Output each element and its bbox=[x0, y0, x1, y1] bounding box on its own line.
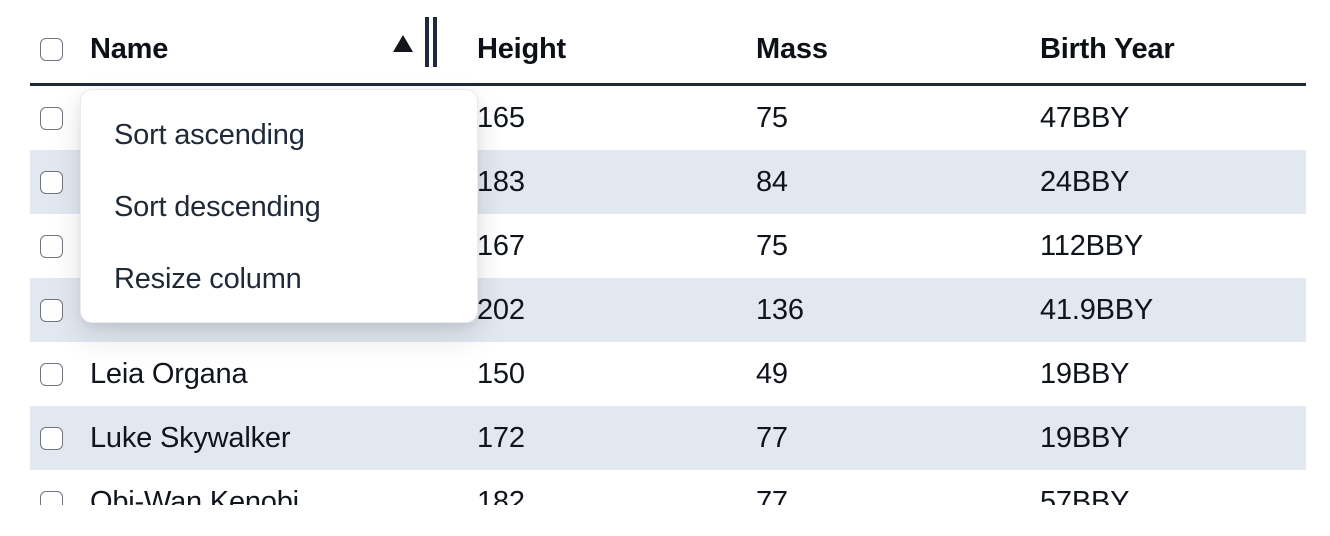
row-checkbox[interactable] bbox=[40, 170, 63, 194]
column-header-name[interactable]: Name bbox=[90, 0, 477, 91]
resize-bar-right bbox=[433, 17, 437, 67]
column-context-menu: Sort ascending Sort descending Resize co… bbox=[80, 89, 478, 323]
sort-ascending-icon bbox=[393, 35, 413, 52]
table-row: Luke Skywalker 172 77 19BBY bbox=[30, 406, 1306, 470]
row-checkbox[interactable] bbox=[40, 234, 63, 258]
cell-mass: 77 bbox=[756, 421, 788, 454]
cell-mass: 84 bbox=[756, 165, 788, 198]
row-select-cell bbox=[30, 426, 90, 450]
cell-birth-year: 47BBY bbox=[1040, 101, 1130, 134]
column-header-name-label: Name bbox=[90, 33, 169, 65]
resize-bar-left bbox=[425, 17, 429, 67]
cell-height: 167 bbox=[477, 229, 525, 262]
cell-height: 172 bbox=[477, 421, 525, 454]
table-header-row: Name Height Mass Birth Year bbox=[30, 0, 1306, 86]
cell-name: Leia Organa bbox=[90, 357, 248, 390]
cell-height: 150 bbox=[477, 357, 525, 390]
select-all-cell bbox=[30, 22, 90, 61]
cell-mass: 136 bbox=[756, 293, 804, 326]
cell-mass: 49 bbox=[756, 357, 788, 390]
cell-mass: 75 bbox=[756, 229, 788, 262]
table-row: 165 75 47BBY bbox=[30, 86, 1306, 150]
cell-height: 202 bbox=[477, 293, 525, 326]
row-select-cell bbox=[30, 490, 90, 505]
menu-item-sort-descending[interactable]: Sort descending bbox=[114, 190, 321, 223]
row-checkbox[interactable] bbox=[40, 426, 63, 450]
table-row: Obi-Wan Kenobi 182 77 57BBY bbox=[30, 470, 1306, 505]
menu-item-sort-ascending[interactable]: Sort ascending bbox=[114, 118, 305, 151]
cell-birth-year: 19BBY bbox=[1040, 421, 1130, 454]
cell-mass: 75 bbox=[756, 101, 788, 134]
cell-birth-year: 41.9BBY bbox=[1040, 293, 1154, 326]
menu-item-resize-column[interactable]: Resize column bbox=[114, 262, 302, 295]
row-select-cell bbox=[30, 106, 90, 130]
row-select-cell bbox=[30, 298, 90, 322]
select-all-checkbox[interactable] bbox=[40, 38, 63, 61]
cell-height: 183 bbox=[477, 165, 525, 198]
cell-name: Obi-Wan Kenobi bbox=[90, 485, 299, 506]
table-row: Leia Organa 150 49 19BBY bbox=[30, 342, 1306, 406]
table-row: 167 75 112BBY bbox=[30, 214, 1306, 278]
cell-mass: 77 bbox=[756, 485, 788, 506]
row-checkbox[interactable] bbox=[40, 362, 63, 386]
cell-birth-year: 112BBY bbox=[1040, 229, 1144, 262]
cell-birth-year: 24BBY bbox=[1040, 165, 1130, 198]
row-select-cell bbox=[30, 362, 90, 386]
cell-birth-year: 57BBY bbox=[1040, 485, 1130, 506]
row-checkbox[interactable] bbox=[40, 298, 63, 322]
cell-height: 182 bbox=[477, 485, 525, 506]
column-header-birth-year[interactable]: Birth Year bbox=[1040, 33, 1175, 65]
column-header-mass[interactable]: Mass bbox=[756, 33, 828, 65]
row-checkbox[interactable] bbox=[40, 106, 63, 130]
row-select-cell bbox=[30, 234, 90, 258]
cell-birth-year: 19BBY bbox=[1040, 357, 1130, 390]
column-header-height[interactable]: Height bbox=[477, 33, 567, 65]
row-checkbox[interactable] bbox=[40, 490, 63, 505]
cell-height: 165 bbox=[477, 101, 525, 134]
column-resize-handle-icon[interactable] bbox=[425, 17, 437, 67]
row-select-cell bbox=[30, 170, 90, 194]
cell-name: Luke Skywalker bbox=[90, 421, 291, 454]
